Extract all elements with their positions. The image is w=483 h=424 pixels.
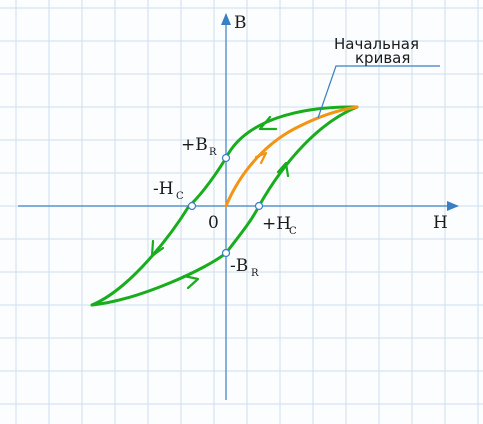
plus-br-label: +B: [181, 135, 208, 155]
plus-br-subscript: R: [209, 147, 217, 158]
callout-line-2: кривая: [355, 49, 410, 67]
minus-hc-marker: [189, 203, 196, 210]
plus-hc-subscript: C: [289, 226, 297, 237]
plus-hc-label: +H: [262, 214, 291, 234]
plus-hc-marker: [256, 203, 263, 210]
minus-br-marker: [223, 250, 230, 257]
minus-hc-subscript: C: [176, 191, 184, 202]
origin-label: 0: [208, 213, 219, 233]
minus-br-subscript: R: [251, 268, 259, 279]
direction-arrow-right: [184, 276, 198, 288]
minus-hc-label: -H: [153, 179, 174, 199]
y-axis-label: B: [234, 13, 247, 33]
plus-br-marker: [223, 155, 230, 162]
x-axis-label: H: [433, 213, 448, 233]
minus-br-label: -B: [230, 256, 248, 276]
